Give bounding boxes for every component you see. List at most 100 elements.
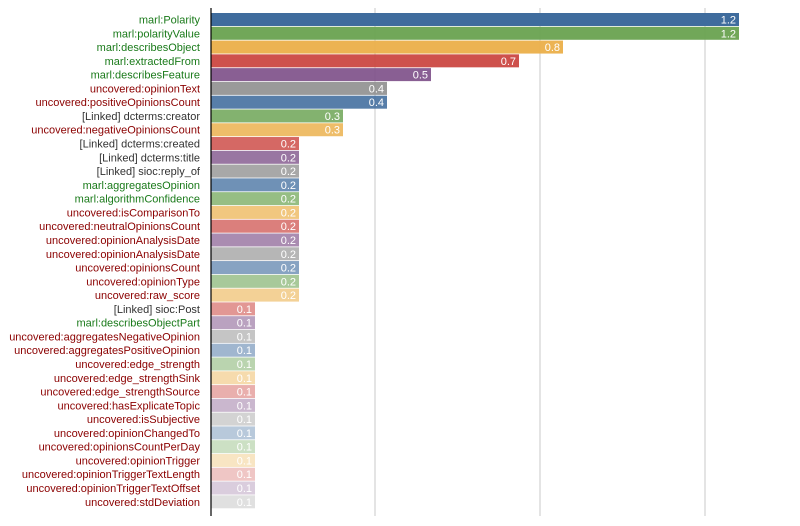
category-label: uncovered:edge_strengthSource — [40, 387, 200, 399]
bar-value-label: 0.1 — [237, 373, 252, 385]
bar-value-label: 0.2 — [281, 180, 296, 192]
bar — [211, 26, 739, 40]
category-label: uncovered:opinionAnalysisDate — [46, 249, 200, 261]
bar — [211, 150, 299, 164]
category-label: marl:Polarity — [139, 15, 201, 27]
category-label: uncovered:opinionTriggerTextOffset — [26, 483, 200, 495]
category-label: [Linked] dcterms:title — [99, 152, 200, 164]
category-label: uncovered:aggregatesPositiveOpinion — [14, 345, 200, 357]
category-label: uncovered:aggregatesNegativeOpinion — [9, 331, 200, 343]
category-label: uncovered:opinionText — [90, 83, 200, 95]
category-label: [Linked] dcterms:created — [80, 139, 200, 151]
category-label: uncovered:negativeOpinionsCount — [31, 125, 200, 137]
bar — [211, 426, 255, 440]
category-label: marl:describesFeature — [91, 70, 200, 82]
category-label: uncovered:raw_score — [95, 290, 200, 302]
bar — [211, 385, 255, 399]
category-label: uncovered:opinionType — [86, 276, 200, 288]
bar — [211, 329, 255, 343]
bar — [211, 481, 255, 495]
category-label: uncovered:opinionTrigger — [76, 455, 201, 467]
bar-value-label: 0.1 — [237, 497, 252, 509]
category-label: [Linked] sioc:reply_of — [97, 166, 201, 178]
bar — [211, 371, 255, 385]
bar — [211, 109, 343, 123]
category-label: uncovered:isComparisonTo — [67, 207, 200, 219]
bar-value-label: 0.1 — [237, 345, 252, 357]
bar-value-label: 0.8 — [545, 42, 560, 54]
category-label: uncovered:opinionTriggerTextLength — [22, 469, 200, 481]
bar — [211, 274, 299, 288]
category-label: uncovered:opinionChangedTo — [54, 428, 200, 440]
bar — [211, 205, 299, 219]
bar-value-label: 0.2 — [281, 207, 296, 219]
bar-value-label: 0.1 — [237, 331, 252, 343]
category-label: [Linked] sioc:Post — [114, 304, 200, 316]
bar-value-label: 0.2 — [281, 166, 296, 178]
bar — [211, 95, 387, 109]
category-label: marl:aggregatesOpinion — [83, 180, 200, 192]
category-label: uncovered:opinionAnalysisDate — [46, 235, 200, 247]
category-label: uncovered:opinionsCountPerDay — [39, 442, 201, 454]
bar — [211, 316, 255, 330]
bar — [211, 13, 739, 26]
bar-value-label: 0.2 — [281, 276, 296, 288]
bar-value-label: 0.2 — [281, 235, 296, 247]
bar — [211, 495, 255, 509]
category-label: uncovered:neutralOpinionsCount — [39, 221, 200, 233]
bar-value-label: 0.2 — [281, 249, 296, 261]
bar-value-label: 0.1 — [237, 387, 252, 399]
category-label: marl:describesObject — [97, 42, 200, 54]
category-label: uncovered:edge_strength — [75, 359, 200, 371]
bar-value-label: 1.2 — [721, 28, 736, 40]
bar — [211, 68, 431, 82]
bar — [211, 302, 255, 316]
bar — [211, 219, 299, 233]
bar-value-label: 0.1 — [237, 469, 252, 481]
bar-value-label: 0.1 — [237, 414, 252, 426]
category-label: marl:polarityValue — [113, 28, 200, 40]
bar — [211, 40, 563, 54]
category-label: uncovered:stdDeviation — [85, 497, 200, 509]
bar — [211, 440, 255, 454]
bar-value-label: 0.1 — [237, 400, 252, 412]
category-label: uncovered:hasExplicateTopic — [58, 400, 201, 412]
bar-value-label: 0.3 — [325, 111, 340, 123]
bar-value-label: 0.3 — [325, 125, 340, 137]
category-label: uncovered:edge_strengthSink — [54, 373, 201, 385]
category-label: uncovered:isSubjective — [87, 414, 200, 426]
bar-value-label: 0.5 — [413, 70, 428, 82]
bar — [211, 192, 299, 206]
bar-value-label: 0.2 — [281, 139, 296, 151]
bar-value-label: 0.1 — [237, 428, 252, 440]
bar-value-label: 0.2 — [281, 194, 296, 206]
category-label: [Linked] dcterms:creator — [82, 111, 200, 123]
bar-value-label: 0.1 — [237, 483, 252, 495]
bar — [211, 54, 519, 68]
bar-value-label: 0.7 — [501, 56, 516, 68]
bar — [211, 343, 255, 357]
bar-value-label: 0.4 — [369, 97, 384, 109]
bar-value-label: 0.1 — [237, 455, 252, 467]
bar — [211, 247, 299, 261]
bar — [211, 453, 255, 467]
bar — [211, 288, 299, 302]
bar — [211, 233, 299, 247]
bar — [211, 81, 387, 95]
bar — [211, 164, 299, 178]
bar — [211, 261, 299, 275]
bar-value-label: 0.1 — [237, 304, 252, 316]
bar — [211, 357, 255, 371]
category-label: uncovered:opinionsCount — [75, 263, 200, 275]
bar-value-label: 0.4 — [369, 83, 384, 95]
bar-value-label: 0.2 — [281, 221, 296, 233]
bar — [211, 398, 255, 412]
bar-value-label: 0.1 — [237, 359, 252, 371]
bar-value-label: 0.2 — [281, 152, 296, 164]
bar — [211, 137, 299, 151]
category-label: uncovered:positiveOpinionsCount — [36, 97, 201, 109]
bar — [211, 467, 255, 481]
bar — [211, 178, 299, 192]
category-label: marl:describesObjectPart — [77, 318, 201, 330]
